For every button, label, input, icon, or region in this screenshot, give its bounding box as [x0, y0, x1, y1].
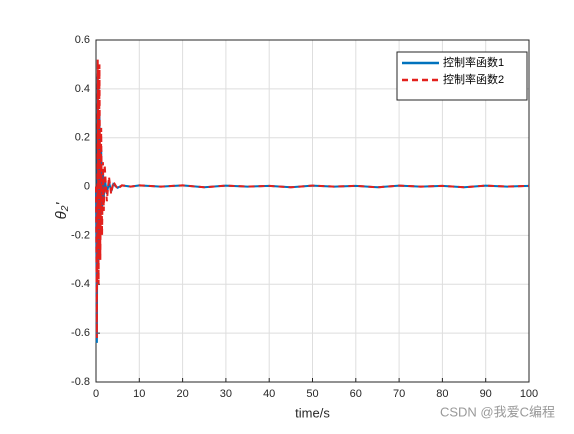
watermark: CSDN @我爱C编程 [440, 404, 555, 419]
y-tick-label: -0.4 [71, 278, 90, 290]
x-tick-label: 0 [93, 388, 99, 400]
x-tick-label: 10 [133, 388, 145, 400]
y-tick-label: 0.6 [75, 34, 90, 46]
legend-box [396, 51, 528, 101]
y-tick-label: -0.6 [71, 327, 90, 339]
y-tick-label: 0.4 [75, 83, 90, 95]
x-tick-label: 60 [350, 388, 362, 400]
y-tick-label: 0.2 [75, 132, 90, 144]
legend-label: 控制率函数2 [443, 72, 504, 86]
y-tick-label: 0 [84, 180, 90, 192]
x-tick-label: 100 [520, 388, 538, 400]
x-tick-label: 20 [176, 388, 188, 400]
x-tick-label: 50 [306, 388, 318, 400]
x-tick-label: 40 [263, 388, 275, 400]
y-axis-label: θ₂' [53, 202, 70, 220]
series-line [95, 59, 530, 339]
legend-label: 控制率函数1 [443, 55, 504, 69]
y-tick-label: -0.2 [71, 229, 90, 241]
y-tick-label: -0.8 [71, 376, 90, 388]
x-tick-label: 80 [436, 388, 448, 400]
x-axis-label: time/s [295, 405, 330, 420]
x-tick-label: 90 [480, 388, 492, 400]
x-tick-label: 30 [220, 388, 232, 400]
x-tick-label: 70 [393, 388, 405, 400]
